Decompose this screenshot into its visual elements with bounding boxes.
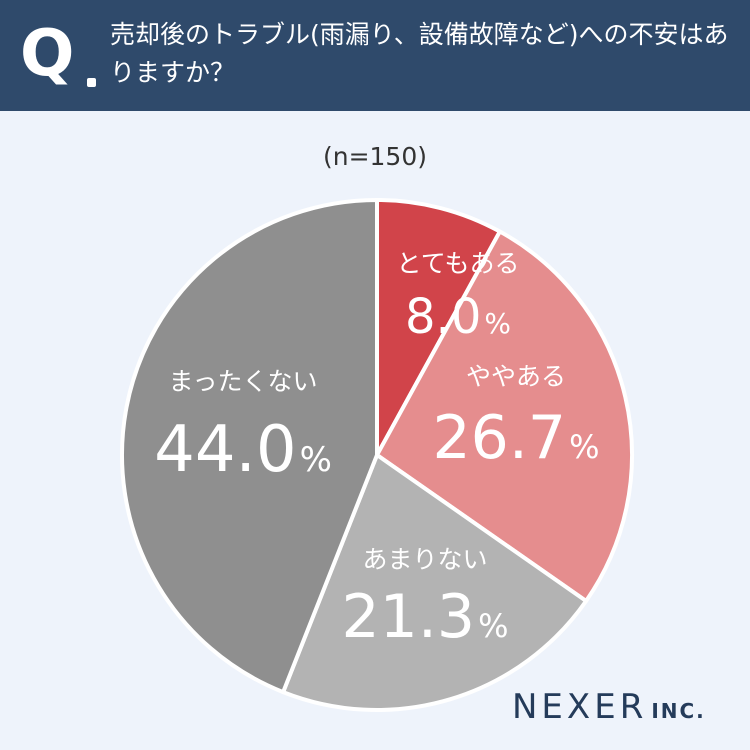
slice-value-label: 8.0% (405, 289, 511, 345)
slice-category-label: とてもある (396, 249, 519, 278)
logo-name: NEXER (512, 687, 648, 727)
nexer-logo: NEXER INC. (512, 687, 706, 731)
question-header: Q 売却後のトラブル(雨漏り、設備故障など)への不安はありますか？ (0, 0, 750, 111)
slice-value-label: 44.0% (154, 413, 332, 487)
pie-slice-1 (375, 198, 502, 457)
slice-category-label: あまりない (362, 545, 487, 574)
logo-suffix: INC. (651, 699, 706, 723)
pie-slice-3 (281, 453, 589, 712)
question-text: 売却後のトラブル(雨漏り、設備故障など)への不安はありますか？ (110, 20, 729, 87)
q-dot (87, 78, 96, 87)
slice-category-label: まったくない (168, 367, 317, 396)
slice-category-label: ややある (466, 362, 566, 391)
slice-value-label: 26.7% (433, 403, 600, 473)
pie-slice-2 (375, 229, 634, 603)
pie-slice-4 (120, 198, 379, 695)
slice-value-label: 21.3% (342, 582, 509, 652)
sample-size: (n=150) (322, 142, 428, 171)
q-label: Q (20, 17, 74, 91)
